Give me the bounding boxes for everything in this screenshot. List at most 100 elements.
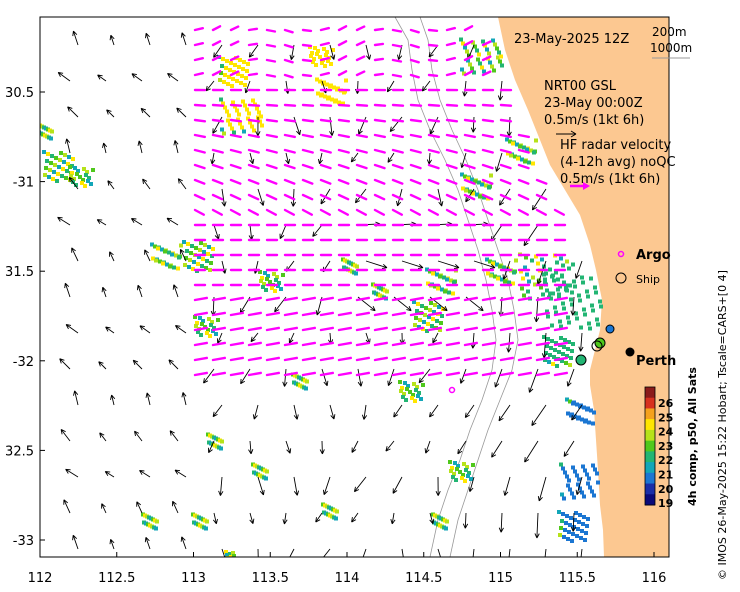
perth-label: Perth [636, 354, 676, 369]
radar-arrow [445, 133, 458, 139]
velocity-arrow [523, 224, 539, 247]
sst-pixel [563, 470, 567, 475]
velocity-arrow [218, 476, 224, 496]
sst-pixel [580, 275, 584, 280]
sst-pixel [486, 271, 490, 276]
velocity-arrow [426, 152, 432, 165]
sst-pixel [200, 322, 204, 326]
sst-pixel [198, 316, 202, 320]
radar-arrow [373, 341, 388, 347]
radar-arrow [319, 296, 334, 302]
sst-pixel [588, 485, 592, 490]
sst-pixel [172, 265, 176, 270]
sst-pixel [86, 179, 90, 183]
radar-arrow [355, 326, 370, 332]
sst-pixel [478, 194, 482, 199]
sst-pixel [270, 286, 274, 290]
radar-arrow [247, 103, 261, 107]
sst-pixel [158, 259, 162, 264]
sst-pixel [332, 85, 336, 90]
velocity-arrow [137, 140, 143, 154]
sst-pixel [471, 40, 475, 45]
radar-arrow [427, 356, 442, 362]
radar-arrow [445, 118, 459, 123]
sst-pixel [184, 256, 188, 260]
velocity-arrow [421, 80, 431, 92]
sst-pixel [560, 274, 564, 279]
sst-pixel [326, 96, 330, 101]
velocity-arrow [166, 217, 179, 226]
radar-arrow [211, 103, 225, 107]
sst-pixel [476, 57, 480, 62]
velocity-arrow [257, 188, 265, 206]
sst-pixel [588, 326, 592, 331]
radar-arrow [481, 326, 496, 332]
velocity-arrow [101, 286, 107, 298]
sst-pixel [421, 383, 425, 387]
sst-pixel [437, 305, 441, 309]
velocity-arrow [105, 326, 115, 334]
sst-pixel [238, 121, 242, 126]
sst-pixel [447, 290, 451, 295]
sst-pixel [587, 321, 591, 326]
velocity-arrow [362, 548, 367, 557]
sst-pixel [564, 361, 568, 365]
radar-arrow [319, 311, 334, 317]
radar-arrow [499, 296, 514, 302]
radar-arrow [373, 42, 385, 47]
sst-pixel [414, 388, 418, 392]
model-velocity-arrows [57, 30, 584, 557]
velocity-arrow [401, 548, 404, 557]
radar-arrow [427, 311, 442, 317]
argo-legend-marker [617, 250, 625, 258]
colorbar-swatch [645, 408, 655, 420]
sst-pixel [84, 173, 88, 177]
velocity-arrow [140, 107, 151, 118]
radar-arrow [391, 118, 405, 123]
sst-pixel [558, 284, 562, 289]
velocity-arrow [57, 216, 71, 226]
radar-arrow [481, 311, 496, 317]
sst-pixel [190, 244, 194, 248]
radar-arrow [481, 193, 494, 201]
sst-pixel [211, 247, 215, 251]
sst-pixel [221, 101, 225, 106]
velocity-arrow [541, 332, 547, 359]
radar-arrow [247, 57, 259, 62]
radar-arrow [337, 133, 350, 139]
sst-pixel [561, 512, 565, 516]
sst-pixel [433, 284, 437, 289]
sst-pixel [161, 261, 165, 266]
sst-pixel [225, 109, 229, 114]
radar-arrow [337, 296, 352, 302]
radar-arrow [499, 133, 512, 139]
sst-pixel [428, 269, 432, 274]
sst-pixel [182, 240, 186, 244]
sst-pixel [483, 43, 487, 48]
velocity-arrow [98, 361, 107, 370]
velocity-arrow [357, 368, 363, 387]
sst-pixel [66, 162, 70, 166]
radar-arrow [193, 27, 205, 32]
sst-pixel [505, 137, 509, 142]
sst-pixel [569, 413, 573, 418]
radar-arrow [211, 148, 224, 154]
velocity-arrow [176, 107, 187, 118]
velocity-arrow [437, 548, 441, 557]
radar-arrow [463, 208, 475, 216]
sst-pixel [559, 324, 563, 329]
sst-pixel [243, 103, 247, 108]
sst-pixel [410, 396, 414, 400]
radar-arrow [409, 356, 424, 362]
sst-pixel [460, 172, 464, 177]
sst-pixel [573, 518, 577, 522]
sst-pixel [452, 472, 456, 476]
copyright-side-text: © IMOS 26-May-2025 15:22 Hobart; Tscale=… [716, 270, 729, 580]
velocity-arrow [72, 534, 79, 550]
radar-arrow [355, 148, 368, 154]
radar-arrow [463, 148, 476, 154]
sst-pixel [589, 408, 593, 413]
sst-pixel [247, 111, 251, 116]
sst-pixel [219, 446, 223, 451]
sst-pixel [316, 49, 320, 53]
